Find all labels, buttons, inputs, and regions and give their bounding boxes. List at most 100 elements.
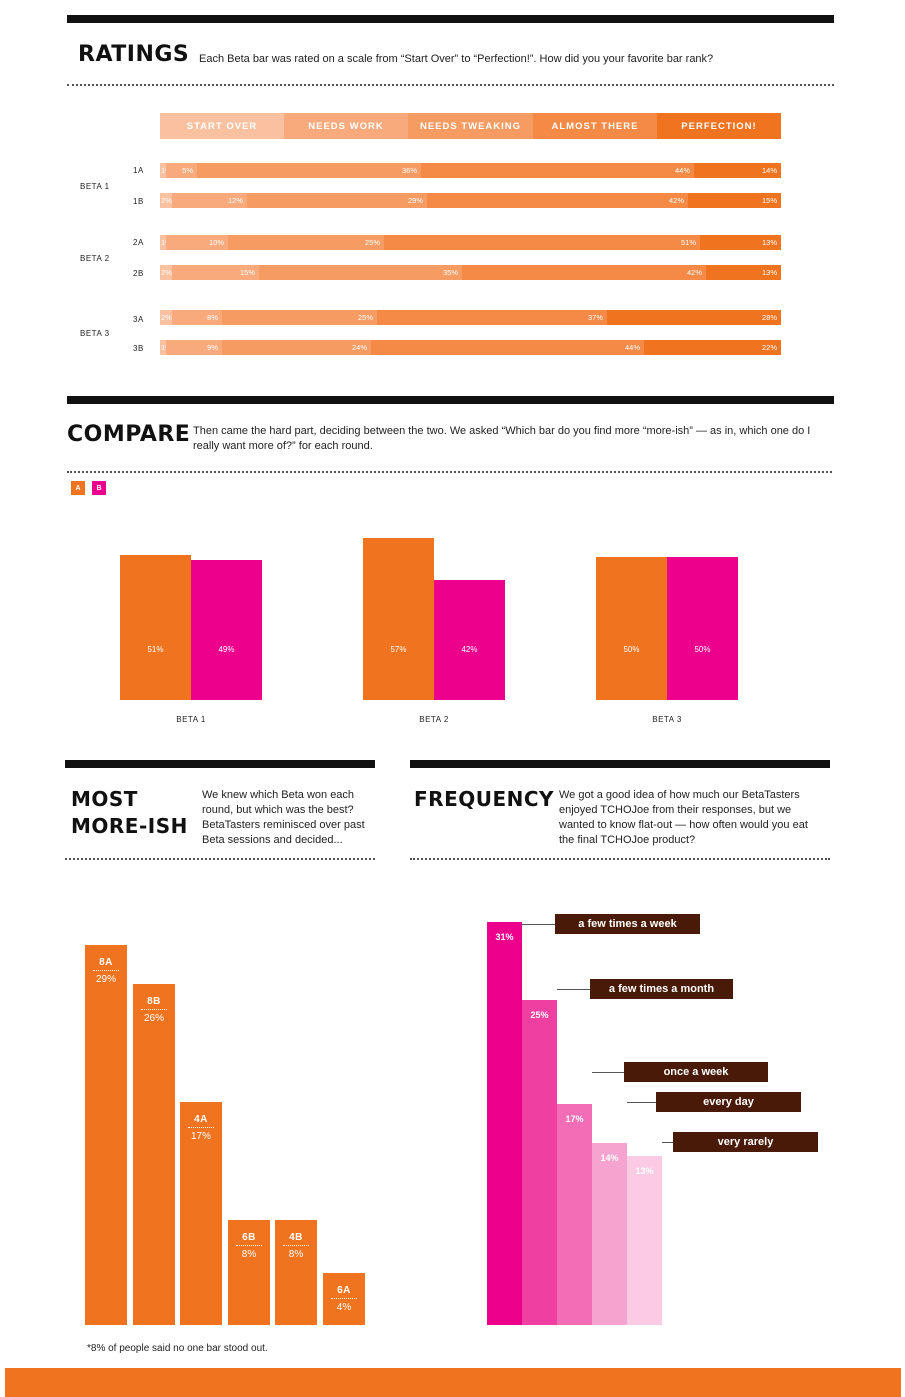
rating-segment: 42%	[427, 193, 688, 208]
frequency-bar: 13%	[627, 1156, 662, 1325]
rating-segment: 15%	[172, 265, 259, 280]
ratings-scale: START OVER NEEDS WORK NEEDS TWEAKING ALM…	[160, 113, 781, 139]
ratings-intro: Each Beta bar was rated on a scale from …	[199, 53, 714, 65]
most-bar-name: 4A	[194, 1114, 208, 1125]
most-top-rule	[65, 760, 375, 768]
frequency-label: very rarely	[673, 1132, 818, 1152]
compare-top-rule	[67, 396, 834, 404]
most-bar-name: 6B	[242, 1232, 256, 1243]
compare-bar-b: 49%	[191, 560, 262, 700]
rating-segment: 13%	[706, 265, 781, 280]
rating-segment: 2%	[160, 310, 172, 325]
frequency-label: once a week	[624, 1062, 768, 1082]
rating-segment-label: 44%	[624, 343, 640, 352]
frequency-intro: We got a good idea of how much our BetaT…	[559, 789, 808, 846]
most-bar-value: 8%	[241, 1249, 257, 1260]
ratings-title: RATINGS	[78, 42, 190, 67]
rating-segment-label: 37%	[587, 313, 603, 322]
rating-segment: 9%	[166, 340, 222, 355]
frequency-connector	[522, 924, 555, 925]
compare-intro: Then came the hard part, deciding betwee…	[193, 425, 811, 452]
ratings-beta1-label: BETA 1	[80, 182, 110, 191]
bottom-orange-strip	[5, 1368, 901, 1397]
frequency-bar: 25%	[522, 1000, 557, 1325]
most-bar-value: 4%	[336, 1302, 352, 1313]
most-bar-value: 8%	[288, 1249, 304, 1260]
rating-segment-label: 13%	[761, 238, 777, 247]
rating-segment-label: 29%	[407, 196, 423, 205]
frequency-title: FREQUENCY	[414, 787, 555, 811]
rating-segment: 13%	[700, 235, 781, 250]
most-intro: We knew which Beta won each round, but w…	[202, 789, 365, 846]
frequency-divider	[410, 858, 830, 860]
rating-segment: 10%	[166, 235, 228, 250]
rating-segment-label: 9%	[207, 343, 218, 352]
most-bar-separator	[331, 1298, 357, 1299]
frequency-bar: 31%	[487, 922, 522, 1325]
frequency-bar-value: 13%	[635, 1166, 654, 1176]
most-bar-separator	[236, 1245, 262, 1246]
legend-b: B	[92, 481, 106, 495]
frequency-label: a few times a week	[555, 914, 700, 934]
ratings-top-rule	[67, 15, 834, 23]
rating-segment-label: 25%	[364, 238, 380, 247]
rating-segment: 51%	[384, 235, 700, 250]
scale-needs-work: NEEDS WORK	[284, 113, 408, 139]
rating-segment: 12%	[172, 193, 247, 208]
rating-segment: 37%	[377, 310, 607, 325]
most-bar-name: 8B	[147, 996, 161, 1007]
rating-segment-label: 25%	[357, 313, 373, 322]
compare-bar-a-label: 50%	[623, 645, 640, 654]
ratings-beta2-label: BETA 2	[80, 254, 110, 263]
scale-needs-tweaking: NEEDS TWEAKING	[408, 113, 533, 139]
compare-title: COMPARE	[67, 422, 191, 447]
compare-group-label: BETA 3	[652, 715, 682, 724]
frequency-connector	[557, 989, 590, 990]
rating-segment: 44%	[421, 163, 694, 178]
most-divider	[65, 858, 375, 860]
most-title-line2: MORE-ISH	[71, 814, 188, 838]
rating-segment-label: 15%	[239, 268, 255, 277]
frequency-bar-value: 25%	[530, 1010, 549, 1020]
rating-segment-label: 13%	[761, 268, 777, 277]
rating-segment-label: 22%	[761, 343, 777, 352]
most-bar: 4A 17%	[180, 1102, 222, 1325]
rating-segment-label: 8%	[207, 313, 218, 322]
rating-segment: 29%	[247, 193, 427, 208]
most-bar-separator	[93, 970, 119, 971]
legend-a: A	[71, 481, 85, 495]
rating-segment-label: 51%	[680, 238, 696, 247]
rating-segment-label: 12%	[227, 196, 243, 205]
rating-segment-label: 44%	[674, 166, 690, 175]
most-bar-name: 6A	[337, 1285, 351, 1296]
ratings-row-label: 2A	[133, 238, 144, 247]
rating-segment-label: 42%	[668, 196, 684, 205]
rating-segment-label: 28%	[761, 313, 777, 322]
rating-segment: 14%	[694, 163, 781, 178]
frequency-bar-value: 31%	[495, 932, 514, 942]
rating-segment: 36%	[197, 163, 421, 178]
ratings-divider	[67, 84, 834, 86]
rating-segment: 2%	[160, 265, 172, 280]
ratings-row-label: 1A	[133, 166, 144, 175]
compare-bar-a: 51%	[120, 555, 191, 700]
most-bar-separator	[188, 1127, 214, 1128]
frequency-bar: 17%	[557, 1104, 592, 1325]
ratings-row-label: 1B	[133, 197, 144, 206]
compare-group-label: BETA 2	[419, 715, 449, 724]
most-bar-value: 17%	[190, 1131, 211, 1142]
frequency-label: a few times a month	[590, 979, 733, 999]
compare-bar-a-label: 57%	[390, 645, 407, 654]
ratings-row-label: 3B	[133, 344, 144, 353]
rating-segment-label: 10%	[208, 238, 224, 247]
rating-segment: 25%	[222, 310, 377, 325]
rating-segment-label: 5%	[182, 166, 193, 175]
most-bar-separator	[283, 1245, 309, 1246]
rating-segment: 5%	[166, 163, 197, 178]
most-bar-name: 4B	[289, 1232, 303, 1243]
ratings-row-label: 2B	[133, 269, 144, 278]
compare-divider	[67, 471, 832, 473]
rating-segment-label: 24%	[351, 343, 367, 352]
rating-segment-label: 14%	[761, 166, 777, 175]
most-bar: 6A 4%	[323, 1273, 365, 1325]
